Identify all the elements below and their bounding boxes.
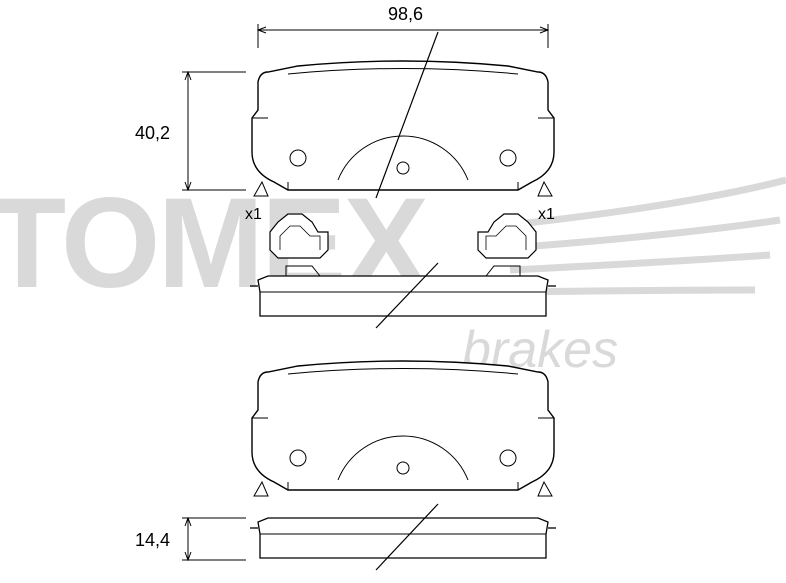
technical-drawing	[0, 0, 786, 583]
dim-height	[182, 72, 246, 190]
clip-left	[270, 214, 328, 258]
dim-thickness	[182, 518, 246, 560]
dim-width	[258, 24, 548, 48]
edge-view-top	[250, 266, 556, 316]
edge-view-bottom	[250, 518, 556, 558]
pad-top	[252, 61, 554, 196]
diagram-canvas: TOMEX brakes	[0, 0, 786, 583]
pad-bottom	[252, 361, 554, 496]
clip-right	[478, 214, 536, 258]
